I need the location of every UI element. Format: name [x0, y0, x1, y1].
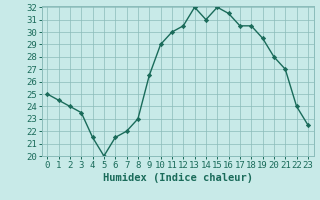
X-axis label: Humidex (Indice chaleur): Humidex (Indice chaleur) [103, 173, 252, 183]
